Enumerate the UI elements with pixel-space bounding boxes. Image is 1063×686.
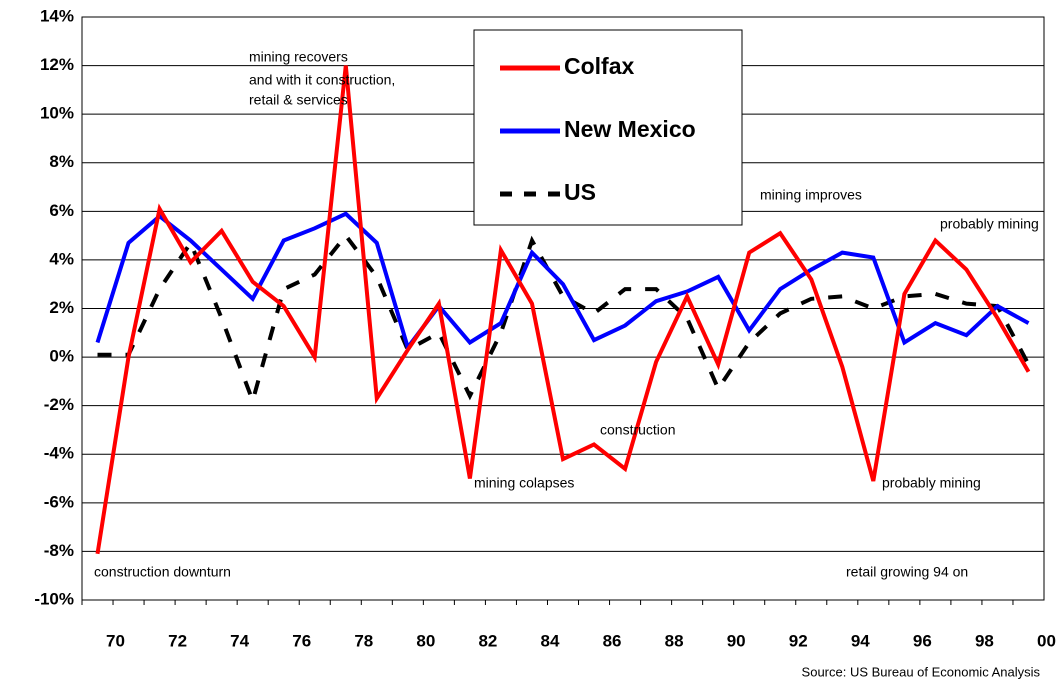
x-tick-label: 78 xyxy=(354,631,373,650)
annotation: retail & services xyxy=(249,92,348,108)
y-tick-label: -2% xyxy=(44,395,74,414)
annotation: construction downturn xyxy=(94,564,231,580)
y-tick-label: 8% xyxy=(49,152,74,171)
y-tick-label: 0% xyxy=(49,347,74,366)
legend-box xyxy=(473,29,743,226)
y-tick-label: -6% xyxy=(44,492,74,511)
x-tick-label: 94 xyxy=(851,631,870,650)
y-tick-label: -8% xyxy=(44,541,74,560)
x-tick-label: 86 xyxy=(603,631,622,650)
y-tick-label: 6% xyxy=(49,201,74,220)
annotation: probably mining xyxy=(940,216,1039,232)
legend-label: Colfax xyxy=(564,53,635,79)
y-tick-label: 12% xyxy=(40,55,74,74)
x-tick-label: 80 xyxy=(416,631,435,650)
x-tick-label: 76 xyxy=(292,631,311,650)
annotation: probably mining xyxy=(882,475,981,491)
source: Source: US Bureau of Economic Analysis xyxy=(802,664,1041,679)
x-tick-label: 98 xyxy=(975,631,994,650)
y-tick-label: 10% xyxy=(40,104,74,123)
series-line xyxy=(95,65,1031,555)
y-tick-label: -4% xyxy=(44,444,74,463)
x-tick-label: 96 xyxy=(913,631,932,650)
y-tick-label: 14% xyxy=(40,6,74,25)
annotation: mining recovers xyxy=(249,49,348,65)
x-tick-label: 90 xyxy=(727,631,746,650)
x-tick-label: 72 xyxy=(168,631,187,650)
x-tick-label: 70 xyxy=(106,631,125,650)
annotation: mining improves xyxy=(760,187,862,203)
x-tick-label: 74 xyxy=(230,631,249,650)
y-tick-label: 4% xyxy=(49,249,74,268)
x-tick-label: 00 xyxy=(1037,631,1056,650)
x-tick-label: 88 xyxy=(665,631,684,650)
y-tick-label: -10% xyxy=(34,589,74,608)
series-line xyxy=(95,211,1030,352)
annotation: retail growing 94 on xyxy=(846,564,968,580)
legend-label: US xyxy=(564,179,596,205)
x-tick-label: 92 xyxy=(789,631,808,650)
x-tick-label: 82 xyxy=(478,631,497,650)
annotation: construction xyxy=(600,422,675,438)
legend-label: New Mexico xyxy=(564,116,696,142)
y-tick-label: 2% xyxy=(49,298,74,317)
annotation: mining colapses xyxy=(474,475,574,491)
x-tick-label: 84 xyxy=(541,631,560,650)
annotation: and with it construction, xyxy=(249,72,395,88)
